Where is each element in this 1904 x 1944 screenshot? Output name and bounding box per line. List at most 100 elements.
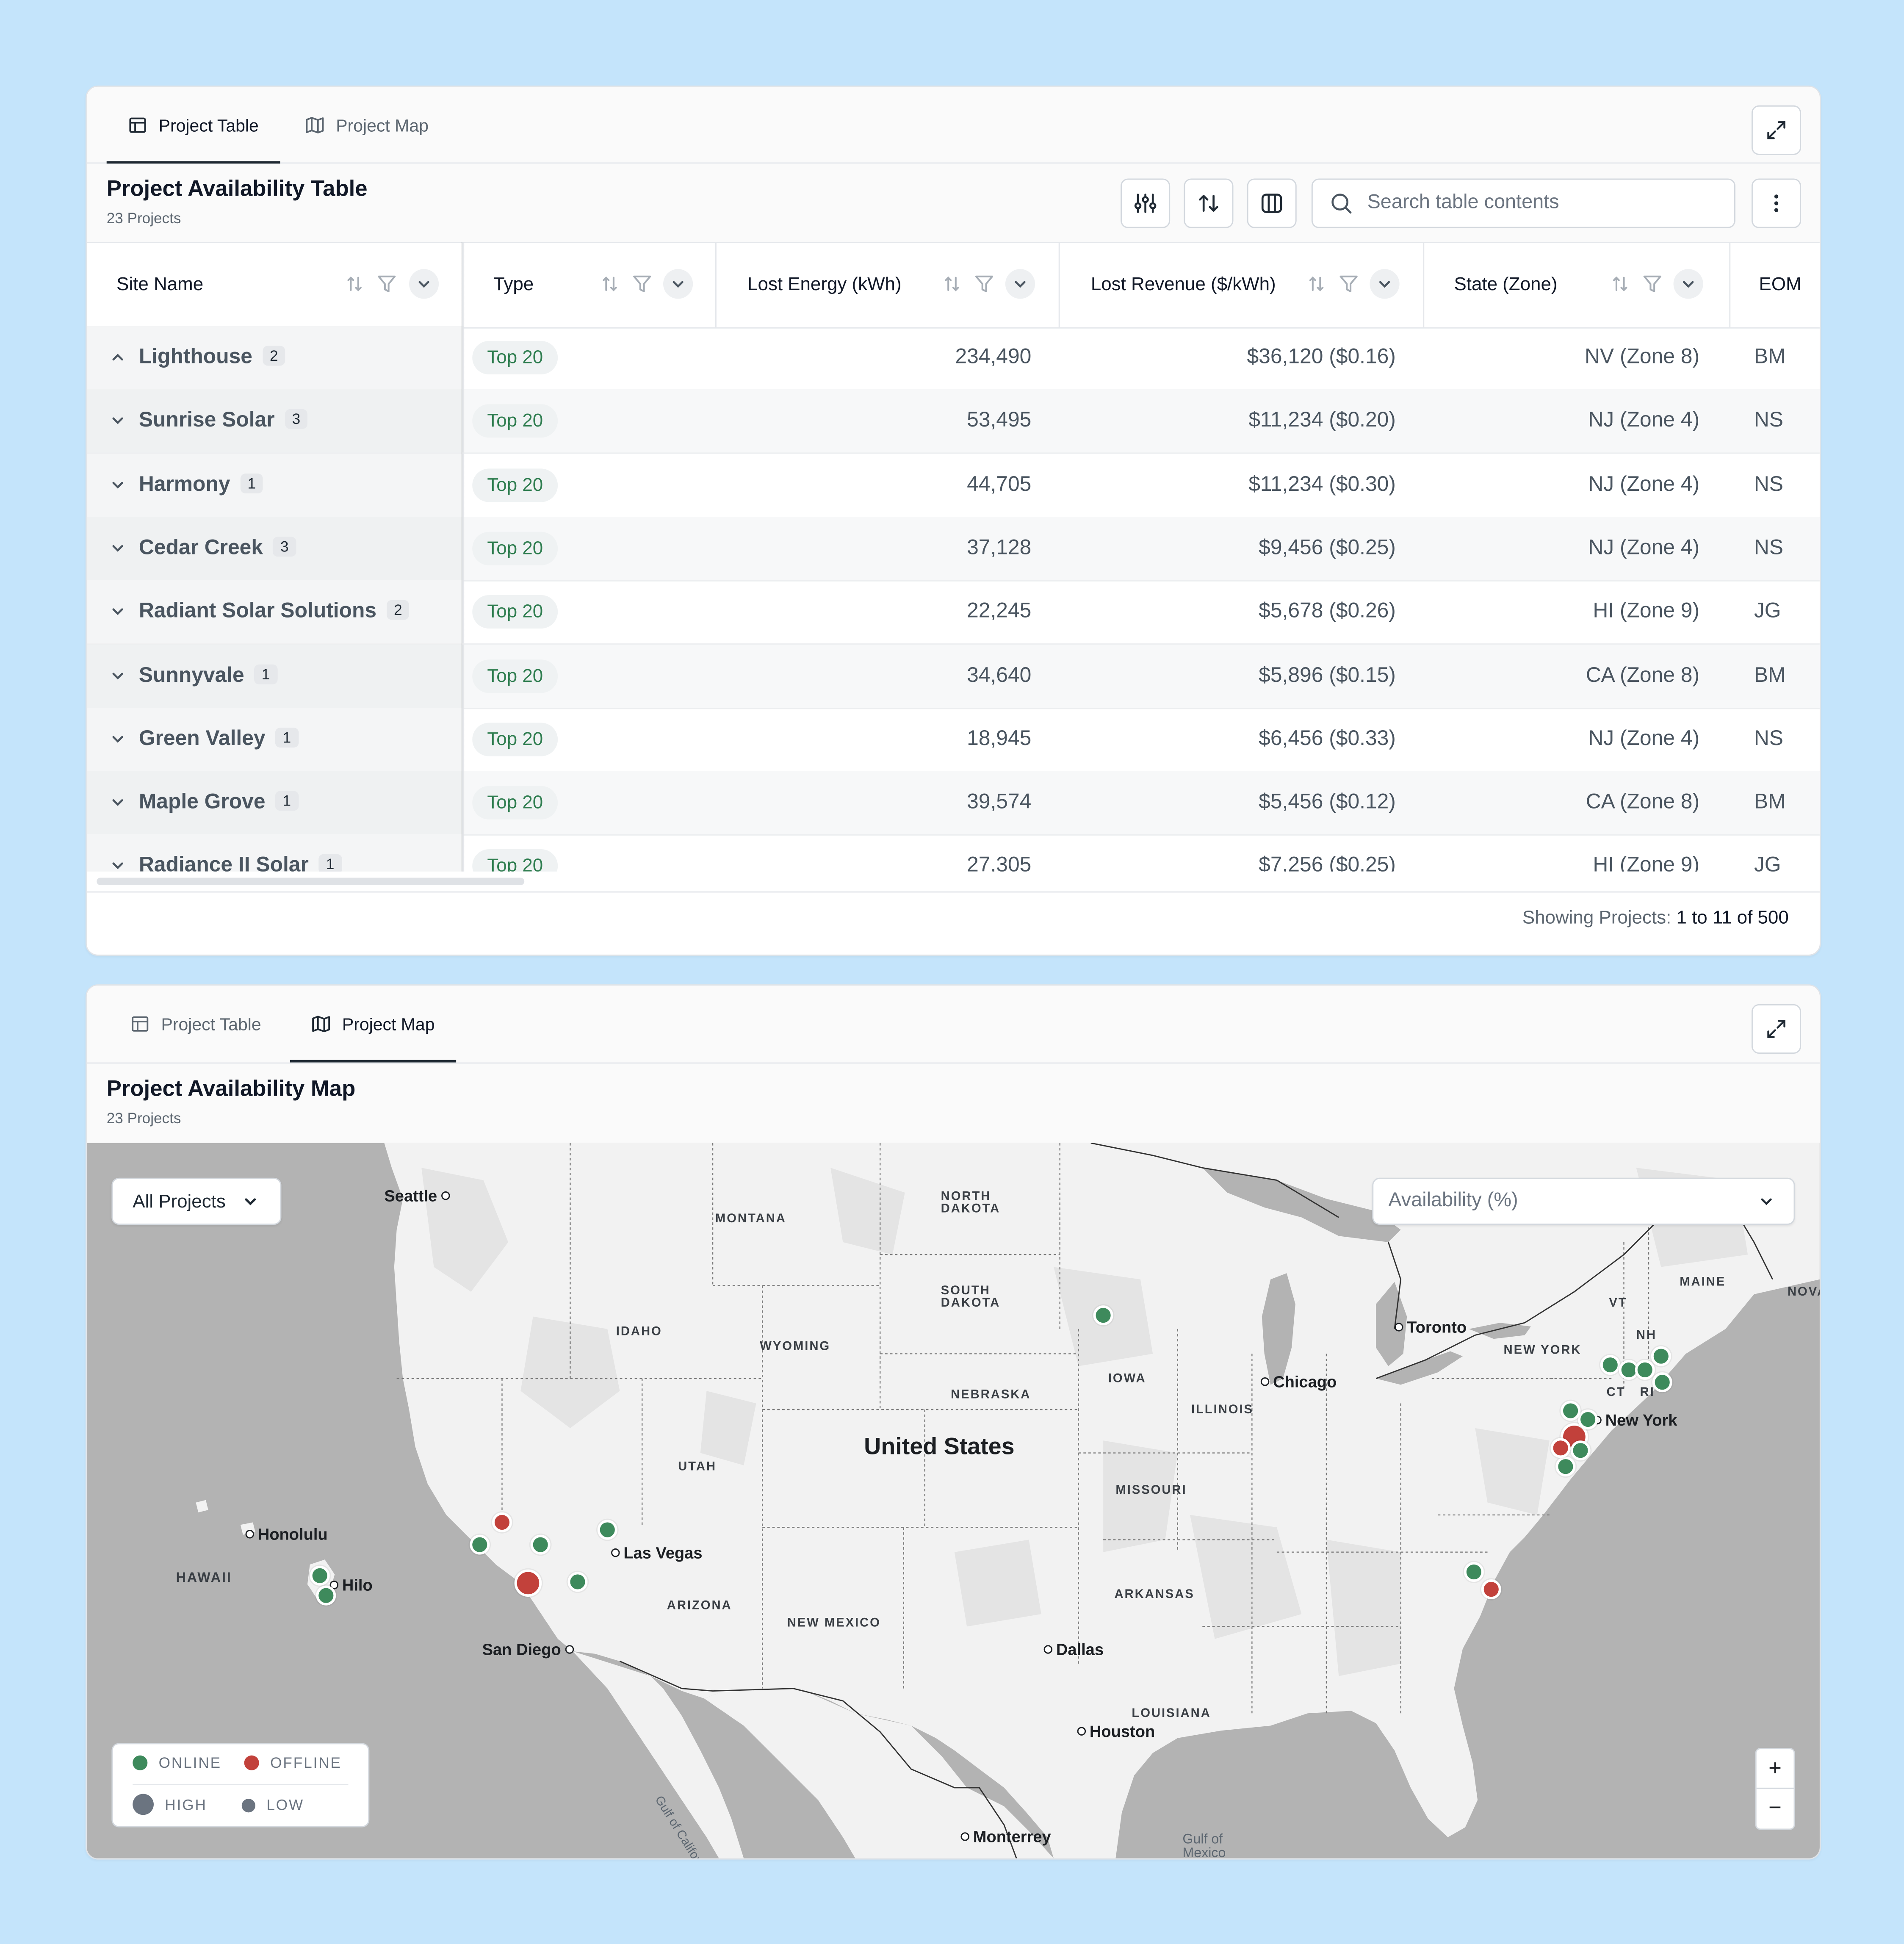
project-marker-online[interactable] xyxy=(1652,1372,1672,1393)
zoom-out-button[interactable]: − xyxy=(1756,1787,1794,1828)
state-label: NEW MEXICO xyxy=(787,1616,881,1631)
chevron-down-icon[interactable] xyxy=(109,539,127,557)
search-box[interactable] xyxy=(1311,178,1735,228)
city-label: Monterrey xyxy=(960,1828,1051,1846)
sort-icon[interactable] xyxy=(941,273,963,295)
column-menu-button[interactable] xyxy=(1673,269,1703,299)
sort-button[interactable] xyxy=(1184,178,1234,228)
site-name[interactable]: Sunrise Solar 3 xyxy=(139,408,308,433)
lost-energy-cell: 44,705 xyxy=(967,472,1032,496)
site-name[interactable]: Maple Grove 1 xyxy=(139,790,299,815)
filter-settings-button[interactable] xyxy=(1121,178,1171,228)
chevron-up-icon[interactable] xyxy=(109,349,127,366)
project-marker-online[interactable] xyxy=(1561,1401,1581,1421)
tab-project-map[interactable]: Project Map xyxy=(305,87,429,163)
table-row[interactable]: Radiance II Solar 1 Top 20 27,305 $7,256 ($0… xyxy=(86,835,1820,872)
site-name[interactable]: Radiant Solar Solutions 2 xyxy=(139,599,410,624)
sort-icon[interactable] xyxy=(599,273,621,295)
lost-revenue-cell: $11,234 ($0.20) xyxy=(1248,408,1396,432)
horizontal-scrollbar[interactable] xyxy=(97,878,525,885)
availability-metric-dropdown[interactable]: Availability (%) xyxy=(1372,1177,1795,1225)
project-marker-online[interactable] xyxy=(1464,1562,1484,1582)
project-marker-online[interactable] xyxy=(597,1520,617,1540)
chevron-down-icon[interactable] xyxy=(109,603,127,620)
site-name[interactable]: Cedar Creek 3 xyxy=(139,535,296,560)
project-marker-online[interactable] xyxy=(470,1534,490,1555)
table-row[interactable]: Cedar Creek 3 Top 20 37,128 $9,456 ($0.25) NJ… xyxy=(86,517,1820,582)
table-row[interactable]: Green Valley 1 Top 20 18,945 $6,456 ($0.33) N… xyxy=(86,707,1820,772)
project-filter-dropdown[interactable]: All Projects xyxy=(111,1177,282,1225)
filter-icon[interactable] xyxy=(376,273,398,295)
table-row[interactable]: Sunrise Solar 3 Top 20 53,495 $11,234 ($0.20… xyxy=(86,389,1820,454)
project-marker-online[interactable] xyxy=(1600,1355,1620,1375)
table-row[interactable]: Sunnyvale 1 Top 20 34,640 $5,896 ($0.15) CA (… xyxy=(86,644,1820,709)
state-label: ARKANSAS xyxy=(1114,1588,1195,1602)
table-row[interactable]: Radiant Solar Solutions 2 Top 20 22,245 $5,6… xyxy=(86,580,1820,645)
project-marker-offline[interactable] xyxy=(514,1569,542,1597)
site-name[interactable]: Green Valley 1 xyxy=(139,726,299,751)
site-name[interactable]: Radiance II Solar 1 xyxy=(139,853,342,872)
chevron-down-icon[interactable] xyxy=(109,476,127,493)
tab-bar: Project Table Project Map xyxy=(86,86,1820,164)
project-marker-online[interactable] xyxy=(1093,1305,1113,1326)
project-marker-online[interactable] xyxy=(1555,1457,1576,1477)
expand-button[interactable] xyxy=(1751,1004,1802,1054)
more-options-button[interactable] xyxy=(1751,178,1802,228)
project-marker-online[interactable] xyxy=(1619,1360,1639,1380)
column-site-name[interactable]: Site Name xyxy=(87,243,462,327)
site-name[interactable]: Lighthouse 2 xyxy=(139,345,286,370)
site-name[interactable]: Sunnyvale 1 xyxy=(139,663,277,688)
project-marker-online[interactable] xyxy=(1578,1410,1598,1429)
chevron-down-icon[interactable] xyxy=(109,412,127,429)
column-lost-energy[interactable]: Lost Energy (kWh) xyxy=(717,243,1059,327)
chevron-down-icon[interactable] xyxy=(109,666,127,684)
project-marker-online[interactable] xyxy=(530,1534,551,1555)
filter-icon[interactable] xyxy=(1641,273,1663,295)
project-marker-online[interactable] xyxy=(1651,1346,1671,1366)
type-badge: Top 20 xyxy=(472,404,558,438)
column-menu-button[interactable] xyxy=(409,269,439,299)
project-marker-offline[interactable] xyxy=(1481,1579,1501,1599)
column-eom[interactable]: EOM xyxy=(1730,243,1820,327)
column-state-zone[interactable]: State (Zone) xyxy=(1424,243,1729,327)
state-label: NH xyxy=(1636,1329,1657,1343)
project-marker-online[interactable] xyxy=(1635,1360,1655,1380)
zoom-in-button[interactable]: + xyxy=(1768,1755,1782,1781)
project-marker-online[interactable] xyxy=(310,1565,330,1586)
project-map[interactable]: All Projects Availability (%) MONTANA NO… xyxy=(86,1143,1820,1858)
city-label: Hilo xyxy=(330,1576,373,1594)
sort-icon[interactable] xyxy=(343,273,366,295)
project-marker-online[interactable] xyxy=(316,1585,336,1606)
filter-icon[interactable] xyxy=(973,273,996,295)
project-marker-offline[interactable] xyxy=(1550,1438,1571,1458)
chevron-down-icon[interactable] xyxy=(109,730,127,747)
tab-project-map[interactable]: Project Map xyxy=(290,986,456,1063)
column-menu-button[interactable] xyxy=(1005,269,1035,299)
eom-cell: NS xyxy=(1754,408,1783,432)
expand-button[interactable] xyxy=(1751,105,1802,155)
table-row[interactable]: Lighthouse 2 Top 20 234,490 $36,120 ($0.16) N… xyxy=(86,326,1820,391)
chevron-down-icon[interactable] xyxy=(109,794,127,811)
column-type[interactable]: Type xyxy=(464,243,715,327)
site-name[interactable]: Harmony 1 xyxy=(139,472,263,497)
chevron-down-icon[interactable] xyxy=(109,857,127,872)
search-input[interactable] xyxy=(1364,191,1705,216)
tab-label: Project Table xyxy=(158,114,259,135)
column-menu-button[interactable] xyxy=(663,269,693,299)
table-row[interactable]: Maple Grove 1 Top 20 39,574 $5,456 ($0.12) CA… xyxy=(86,771,1820,836)
column-menu-button[interactable] xyxy=(1370,269,1400,299)
tab-project-table[interactable]: Project Table xyxy=(106,87,280,164)
project-marker-online[interactable] xyxy=(567,1572,588,1592)
chevron-down-icon xyxy=(1761,1198,1772,1205)
filter-icon[interactable] xyxy=(1337,273,1360,295)
columns-button[interactable] xyxy=(1247,178,1297,228)
project-marker-online[interactable] xyxy=(1570,1440,1591,1461)
sort-icon[interactable] xyxy=(1305,273,1328,295)
tab-project-table[interactable]: Project Table xyxy=(130,986,261,1061)
site-cell: Sunrise Solar 3 xyxy=(86,389,464,453)
table-row[interactable]: Harmony 1 Top 20 44,705 $11,234 ($0.30) NJ (Z… xyxy=(86,453,1820,518)
project-marker-offline[interactable] xyxy=(492,1512,512,1532)
filter-icon[interactable] xyxy=(631,273,653,295)
sort-icon[interactable] xyxy=(1609,273,1631,295)
column-lost-revenue[interactable]: Lost Revenue ($/kWh) xyxy=(1060,243,1423,327)
